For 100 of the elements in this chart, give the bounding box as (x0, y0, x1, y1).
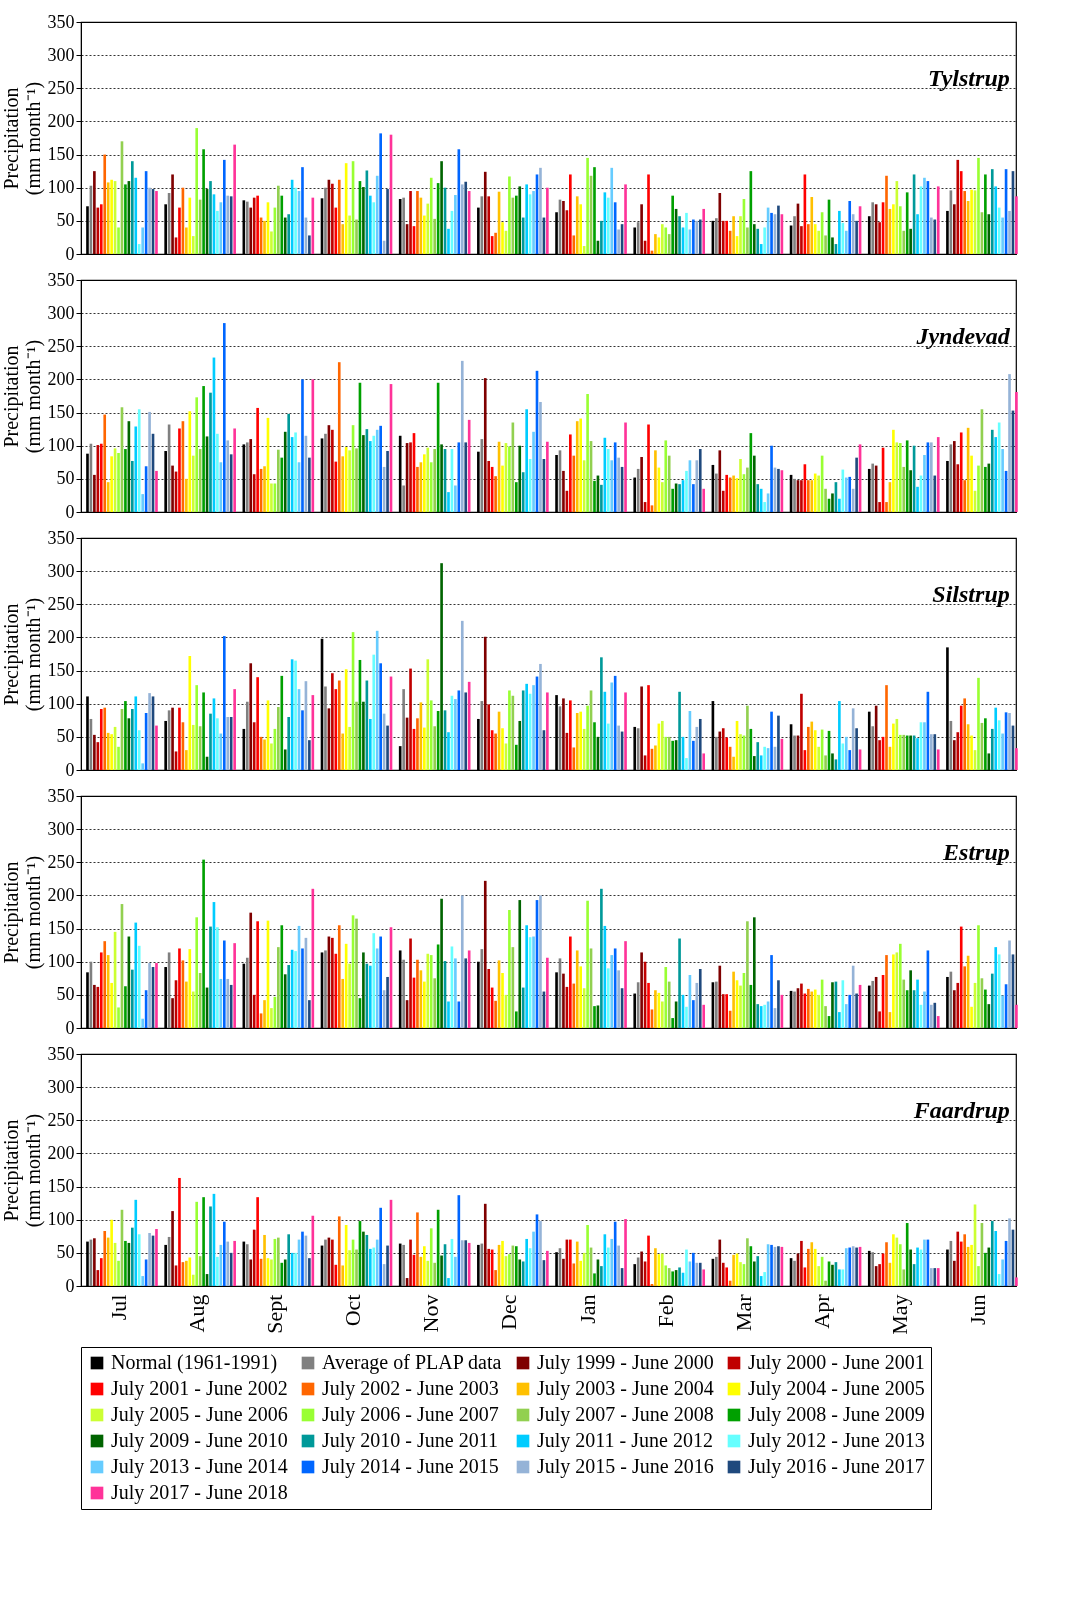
bar (191, 991, 195, 1028)
bar (188, 411, 192, 512)
bar (137, 945, 141, 1028)
bar (103, 941, 107, 1028)
y-tick-label: 50 (56, 1242, 75, 1263)
bar (878, 740, 881, 770)
y-tick-label: 100 (47, 177, 75, 198)
bar (732, 1254, 735, 1286)
bar (141, 227, 144, 254)
bar (131, 1227, 134, 1286)
bar (848, 750, 852, 770)
bar (898, 1244, 902, 1286)
bar (824, 488, 827, 512)
bar (613, 948, 617, 1028)
bar (487, 704, 491, 770)
bar (990, 169, 994, 254)
bar (386, 1245, 389, 1286)
bar (99, 1258, 103, 1286)
bar (301, 1231, 304, 1286)
bar (953, 740, 956, 770)
bar (977, 157, 980, 254)
bar (617, 725, 620, 770)
bar (256, 407, 259, 512)
bar (546, 1250, 549, 1286)
bar (702, 208, 706, 254)
bar (178, 1177, 181, 1286)
bar (718, 193, 722, 254)
bar (525, 925, 528, 1028)
bar (337, 362, 341, 512)
bar (222, 1221, 226, 1286)
bar (185, 478, 188, 512)
bar (532, 431, 535, 512)
bar (770, 1244, 773, 1286)
bar (933, 475, 937, 512)
bar (294, 951, 297, 1028)
bar (664, 440, 668, 512)
bar (148, 411, 151, 512)
bar (692, 740, 695, 770)
bar (721, 220, 725, 254)
bar (287, 965, 290, 1028)
bar (1001, 995, 1004, 1028)
bar (909, 735, 912, 770)
x-tick-label: Nov (418, 1294, 444, 1333)
bar (155, 470, 158, 512)
bar (155, 1228, 158, 1286)
bar (725, 220, 729, 254)
bar (746, 705, 749, 770)
legend-label: July 2016 - June 2017 (748, 1455, 925, 1478)
bar (800, 1240, 803, 1286)
bar (838, 210, 841, 254)
bar (229, 454, 233, 512)
bar (270, 1008, 273, 1028)
bar (539, 401, 542, 512)
y-tick-label: 50 (56, 984, 75, 1005)
bar (348, 450, 351, 512)
bar (664, 227, 668, 254)
bar (848, 476, 852, 512)
bar (263, 466, 266, 512)
bar (613, 442, 617, 512)
bar (233, 144, 236, 254)
y-tick-label: 0 (65, 1275, 75, 1296)
bar (562, 973, 565, 1028)
bar (134, 696, 138, 770)
bar (202, 1197, 205, 1286)
bar (117, 227, 120, 254)
bar (739, 1262, 742, 1286)
bar (334, 461, 338, 512)
bar (426, 1260, 430, 1286)
bar (171, 998, 174, 1028)
bar (131, 161, 134, 254)
bar (898, 734, 902, 770)
bar (671, 195, 674, 254)
bar (813, 1248, 817, 1286)
bar (362, 952, 365, 1028)
bar (141, 494, 144, 512)
bar (252, 994, 256, 1028)
x-tick-label: Dec (496, 1294, 522, 1330)
bar (990, 1221, 994, 1286)
bar (280, 925, 284, 1028)
bar (640, 686, 643, 770)
bar (698, 449, 702, 512)
bar (249, 663, 253, 770)
bar (188, 655, 192, 770)
bar (1008, 940, 1011, 1028)
bar (372, 654, 376, 770)
bar (807, 1248, 810, 1286)
bar (586, 1225, 589, 1286)
bar (692, 1000, 695, 1028)
bar (647, 174, 650, 254)
bar (249, 912, 253, 1028)
bar (337, 1216, 341, 1286)
bar (256, 921, 259, 1028)
bar (800, 983, 803, 1028)
bar (460, 1240, 464, 1286)
bar (460, 360, 464, 512)
bar (984, 1252, 987, 1286)
bar (633, 1264, 637, 1286)
bar (586, 900, 589, 1028)
bar (671, 740, 674, 770)
bar (501, 972, 504, 1028)
